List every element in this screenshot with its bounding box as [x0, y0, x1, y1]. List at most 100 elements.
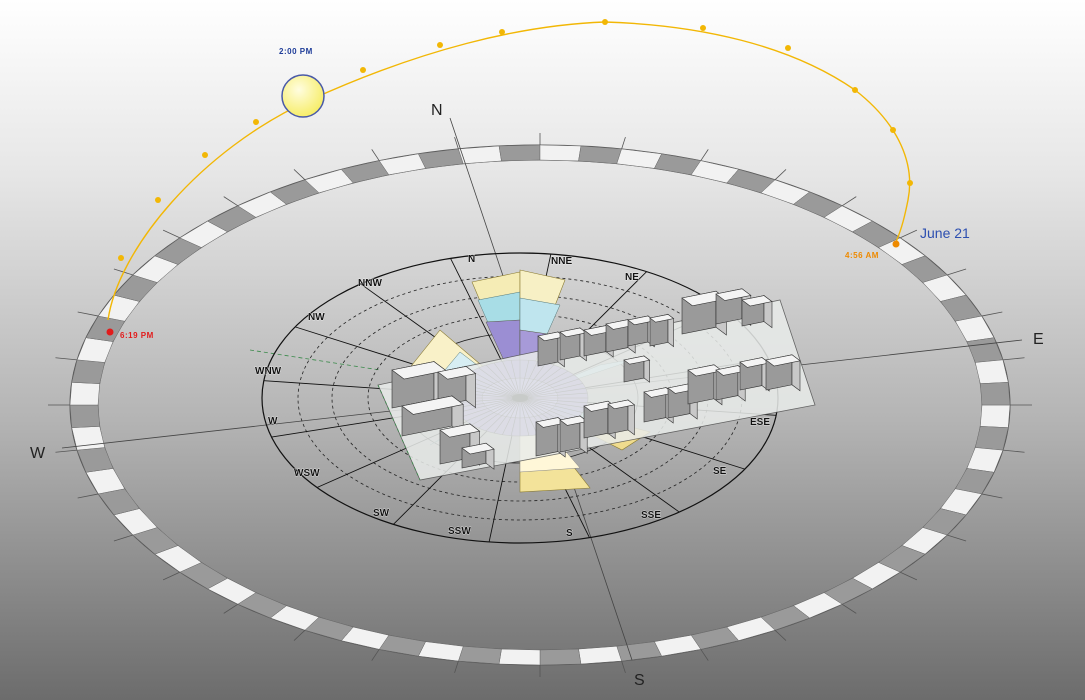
horizon-ring-tick: [55, 449, 78, 453]
dir-ne: NE: [625, 272, 639, 283]
horizon-ring-segment: [980, 404, 1011, 428]
dir-ssw: SSW: [448, 526, 471, 537]
dir-sse: SSE: [641, 510, 661, 521]
horizon-ring-tick: [899, 571, 918, 581]
horizon-ring-tick: [946, 268, 967, 276]
horizon-ring-tick: [774, 169, 787, 181]
horizon-ring-tick: [162, 571, 181, 581]
horizon-ring: [48, 133, 1032, 677]
sun-path-hour-marker: [907, 180, 913, 186]
building-block: [461, 442, 495, 470]
horizon-ring-tick: [55, 357, 78, 361]
sunset-marker: [106, 328, 114, 336]
dir-wsw: WSW: [294, 468, 320, 479]
horizon-ring-tick: [621, 137, 626, 150]
dir-ese: ESE: [750, 417, 770, 428]
horizon-ring-segment: [458, 646, 502, 665]
dir-n: N: [468, 254, 475, 265]
sun-path-hour-marker: [437, 42, 443, 48]
horizon-ring-segment: [539, 648, 582, 666]
horizon-ring-tick: [841, 196, 857, 207]
sun-path-hour-marker: [890, 127, 896, 133]
horizon-ring-tick: [371, 149, 380, 161]
horizon-ring-tick: [981, 493, 1003, 499]
horizon-ring-tick: [1002, 449, 1025, 453]
dir-nw: NW: [308, 312, 325, 323]
horizon-ring-ticks: [48, 133, 1032, 677]
sun-path-hour-marker: [852, 87, 858, 93]
building-block: [607, 399, 636, 436]
horizon-ring-segment: [974, 359, 1009, 384]
dir-nnw: NNW: [358, 278, 382, 289]
horizon-ring-tick: [223, 603, 239, 614]
dir-nne: NNE: [551, 256, 572, 267]
date-label: June 21: [920, 225, 970, 241]
horizon-ring-tick: [223, 196, 239, 207]
sun-path-hour-marker: [118, 255, 124, 261]
building-block: [559, 327, 588, 362]
sun-path-hour-marker: [360, 67, 366, 73]
sun-path-hour-marker: [202, 152, 208, 158]
horizon-ring-tick: [293, 629, 306, 641]
dir-w: W: [268, 416, 278, 427]
horizon-ring-segments: [69, 144, 1011, 666]
sun-path-hour-marker: [155, 197, 161, 203]
horizon-ring-segment: [974, 426, 1009, 451]
dir-s: S: [566, 528, 573, 539]
horizon-ring-tick: [946, 534, 967, 542]
horizon-ring-segment: [498, 144, 541, 162]
horizon-ring-tick: [371, 649, 380, 661]
horizon-ring-tick: [841, 603, 857, 614]
building-block: [681, 290, 728, 336]
horizon-ring-tick: [113, 534, 134, 542]
building-block: [649, 313, 675, 348]
cardinal-north: N: [431, 102, 443, 119]
building-block: [559, 415, 588, 454]
sun-path-hour-marker: [253, 119, 259, 125]
time-label-sunset: 6:19 PM: [120, 331, 154, 340]
horizon-ring-tick: [700, 649, 709, 661]
sun-path-hour-marker: [602, 19, 608, 25]
compass-direction-labels: N NNE NE ESE SE SSE S SSW SW WSW W WNW N…: [255, 254, 771, 540]
horizon-ring-tick: [981, 311, 1003, 317]
sun-path-hour-markers: [118, 19, 913, 261]
horizon-ring-tick: [162, 229, 181, 239]
sunrise-marker: [892, 240, 900, 248]
cardinal-east: E: [1033, 331, 1044, 348]
building-block: [741, 295, 773, 329]
horizon-ring-tick: [454, 660, 459, 673]
city-buildings: [391, 288, 801, 470]
horizon-ring-segment: [498, 648, 541, 666]
building-block: [765, 354, 801, 392]
horizon-ring-segment: [71, 359, 106, 384]
horizon-ring-tick: [700, 149, 709, 161]
dir-se: SE: [713, 466, 727, 477]
dir-wnw: WNW: [255, 366, 282, 377]
horizon-ring-segment: [578, 646, 622, 665]
sun-path-hour-marker: [700, 25, 706, 31]
building-block: [437, 365, 477, 409]
building-block: [623, 355, 651, 383]
building-block: [401, 395, 464, 437]
horizon-ring-tick: [774, 629, 787, 641]
building-block: [739, 357, 770, 392]
dir-sw: SW: [373, 508, 390, 519]
sun-icon: [281, 74, 325, 118]
time-label-noon: 2:00 PM: [279, 47, 313, 56]
time-label-sunrise: 4:56 AM: [845, 251, 879, 260]
sun-path-hour-marker: [499, 29, 505, 35]
horizon-ring-tick: [77, 311, 99, 317]
cardinal-west: W: [30, 445, 46, 462]
horizon-ring-tick: [899, 229, 918, 239]
horizon-ring-tick: [77, 493, 99, 499]
horizon-ring-segment: [69, 404, 100, 428]
sun-path-arc: [107, 21, 911, 321]
horizon-ring-tick: [621, 660, 626, 673]
horizon-ring-segment: [69, 382, 100, 406]
horizon-ring-segment: [578, 145, 622, 164]
horizon-ring-segment: [980, 382, 1011, 406]
horizon-ring-tick: [454, 137, 459, 150]
horizon-ring-tick: [1002, 357, 1025, 361]
horizon-ring-segment: [539, 144, 582, 162]
